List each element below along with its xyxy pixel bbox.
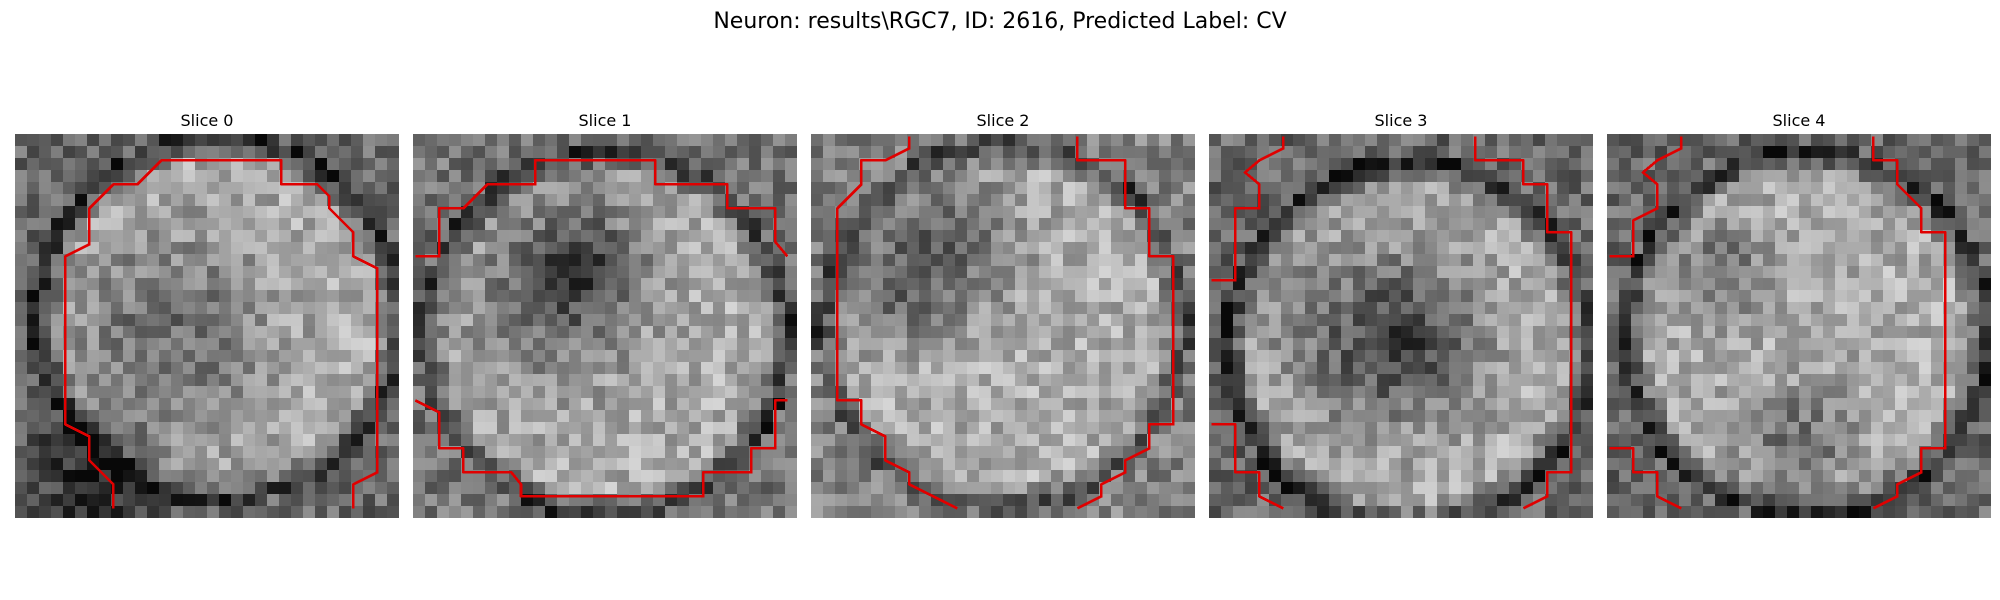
slice-image: [413, 134, 797, 518]
slice-title: Slice 2: [811, 108, 1195, 134]
slice-panel-3: Slice 3: [1209, 108, 1593, 518]
slice-panel-1: Slice 1: [413, 108, 797, 518]
slice-image: [811, 134, 1195, 518]
slice-title: Slice 3: [1209, 108, 1593, 134]
slice-title: Slice 0: [15, 108, 399, 134]
slice-panel-2: Slice 2: [811, 108, 1195, 518]
figure-title: Neuron: results\RGC7, ID: 2616, Predicte…: [0, 6, 2000, 38]
slice-panel-0: Slice 0: [15, 108, 399, 518]
slice-panel-4: Slice 4: [1607, 108, 1991, 518]
slice-title: Slice 4: [1607, 108, 1991, 134]
slice-image: [1607, 134, 1991, 518]
slice-image: [1209, 134, 1593, 518]
slice-image: [15, 134, 399, 518]
slice-title: Slice 1: [413, 108, 797, 134]
